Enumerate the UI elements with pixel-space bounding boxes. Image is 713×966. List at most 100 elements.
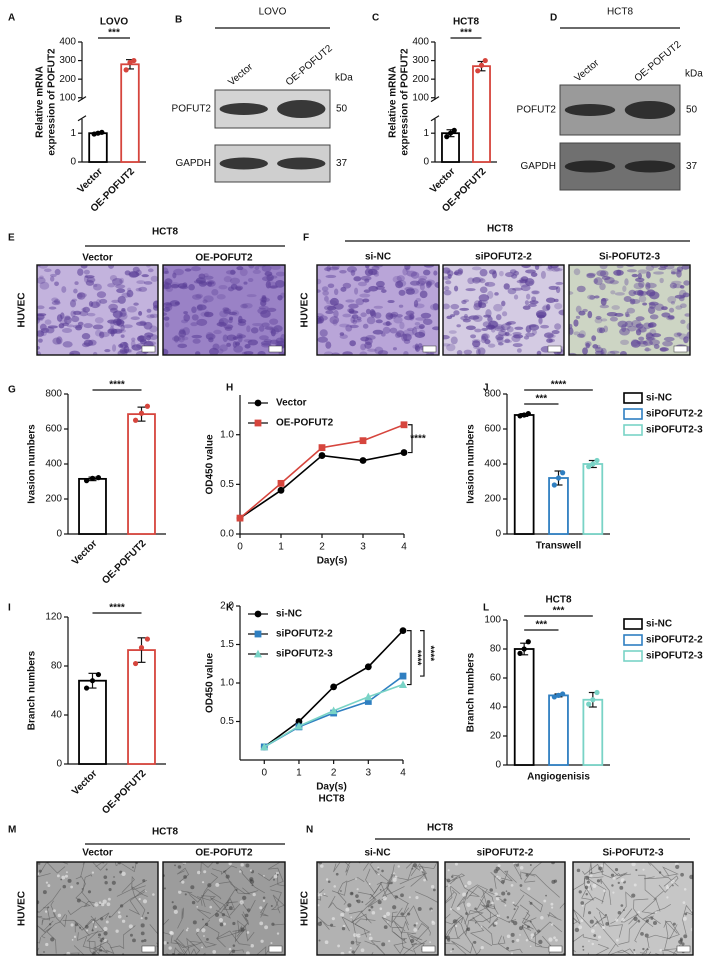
cell (371, 910, 376, 915)
cell (624, 278, 629, 286)
cell (219, 922, 224, 927)
tube (596, 911, 619, 948)
cell (524, 278, 535, 286)
panel-letter: K (226, 603, 234, 614)
cell (546, 338, 553, 344)
cell (47, 884, 51, 888)
cell (94, 317, 104, 324)
cell (429, 941, 432, 944)
cell (578, 890, 582, 894)
data-point (400, 421, 408, 429)
cell (394, 895, 399, 899)
cell (638, 295, 647, 303)
cell (647, 306, 656, 315)
cell (646, 271, 651, 279)
cell (333, 885, 336, 888)
tube (108, 954, 110, 955)
cell (94, 925, 98, 929)
cell (259, 921, 264, 926)
tube (490, 870, 517, 885)
cell (581, 904, 584, 907)
cell (472, 340, 481, 348)
cell (594, 924, 597, 927)
tube (456, 919, 477, 955)
tube (380, 881, 393, 895)
cell (108, 265, 115, 269)
cell (600, 298, 607, 306)
cell (578, 925, 583, 930)
cell (71, 298, 78, 302)
cell (415, 345, 421, 352)
cell (60, 878, 63, 881)
cell (584, 885, 589, 890)
cell (513, 908, 516, 911)
cell (82, 306, 90, 313)
cell (393, 316, 403, 324)
cell (104, 349, 111, 353)
bar (548, 694, 569, 766)
cell (37, 277, 46, 284)
cell (569, 291, 574, 295)
cell (86, 312, 96, 317)
tube (196, 895, 216, 908)
cell (534, 265, 540, 270)
cell (493, 869, 498, 874)
cell (661, 306, 668, 311)
significance-label: **** (109, 603, 125, 614)
cell (108, 915, 111, 918)
tube (352, 919, 362, 946)
cell (62, 884, 67, 889)
tube (591, 907, 607, 928)
y-tick-label: 400 (484, 459, 501, 470)
cell (599, 283, 606, 291)
cell (491, 901, 495, 905)
tube (41, 912, 56, 926)
cell (201, 928, 206, 933)
cell (119, 904, 124, 908)
axis-break (430, 96, 440, 103)
cell (456, 906, 461, 911)
chart-title: HCT8 (453, 17, 480, 28)
cell (466, 902, 471, 907)
cell (593, 934, 597, 937)
cell (350, 269, 356, 276)
cell (403, 351, 409, 355)
cell (196, 905, 199, 908)
cell (562, 952, 565, 955)
cell (360, 948, 365, 953)
panel-letter: B (175, 15, 182, 26)
tube (37, 862, 69, 878)
y-tick-label: 100 (484, 615, 501, 626)
data-point (83, 685, 90, 691)
cell (333, 309, 339, 318)
cell (350, 916, 353, 919)
blot-band (624, 101, 676, 119)
cell (447, 938, 451, 942)
legend-label: si-NC (646, 393, 672, 404)
cell (131, 344, 142, 351)
cell (594, 295, 600, 299)
cell (261, 322, 270, 328)
cell (667, 315, 675, 320)
cell (216, 321, 227, 327)
cell (203, 311, 214, 318)
cell (117, 914, 122, 919)
cell (248, 265, 255, 269)
cell (352, 319, 358, 325)
condition-label: Si-POFUT2-3 (602, 848, 664, 859)
tube (406, 932, 423, 948)
cell (403, 315, 414, 321)
y-tick-label: 0 (56, 759, 62, 770)
cell (409, 280, 420, 286)
cell (239, 900, 244, 905)
cell (252, 322, 263, 327)
cell (93, 283, 98, 288)
tube (166, 937, 201, 955)
cell (589, 873, 593, 877)
cell (79, 926, 82, 929)
cell (601, 925, 606, 930)
panel-header: HCT8 (152, 227, 179, 238)
cell (191, 314, 199, 321)
tube (466, 885, 496, 910)
cell (658, 267, 667, 271)
